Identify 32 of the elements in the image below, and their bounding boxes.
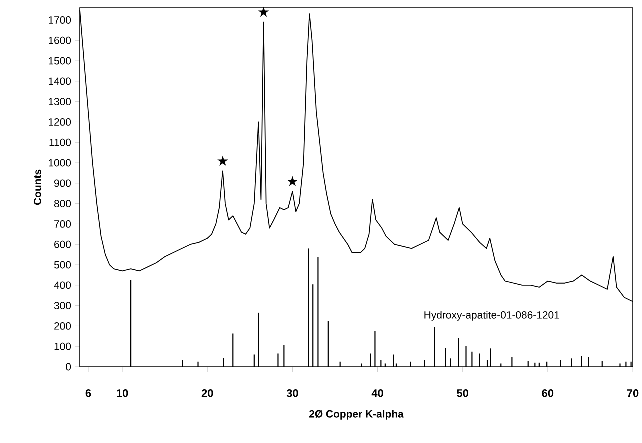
series-label: Hydroxy-apatite-01-086-1201 [424, 311, 560, 321]
y-tick-label: 300 [54, 302, 72, 310]
x-axis-title: 2Ø Copper K-alpha [309, 410, 404, 420]
annotation: ★ [287, 176, 298, 186]
x-tick-label: 50 [457, 390, 468, 398]
y-tick-label: 0 [66, 363, 72, 371]
x-tick-label: 6 [86, 390, 92, 398]
y-tick-label: 1200 [49, 118, 72, 126]
y-tick-label: 1600 [49, 36, 72, 44]
x-tick-label: 30 [286, 390, 298, 398]
y-tick-label: 800 [54, 200, 72, 208]
y-tick-label: 600 [54, 240, 72, 248]
x-tick-label: 60 [542, 390, 554, 398]
y-tick-label: 500 [54, 261, 72, 269]
y-tick-label: 200 [54, 322, 72, 330]
y-tick-label: 1300 [49, 98, 72, 106]
y-axis-title: Counts [34, 170, 42, 206]
y-tick-label: 1500 [49, 57, 72, 65]
y-tick-label: 700 [54, 220, 72, 228]
y-tick-label: 1100 [50, 138, 72, 146]
y-tick-label: 900 [54, 180, 72, 188]
annotation: ★ [218, 156, 228, 166]
x-tick-label: 40 [372, 390, 384, 398]
y-tick-label: 400 [54, 282, 72, 290]
y-tick-label: 1700 [49, 16, 72, 24]
y-tick-label: 1000 [49, 159, 72, 167]
x-tick-label: 20 [202, 390, 214, 398]
y-tick-label: 100 [54, 342, 72, 350]
x-tick-label: 10 [117, 390, 128, 398]
x-tick-label: 70 [627, 390, 639, 398]
y-tick-label: 1400 [49, 78, 72, 86]
annotation: ★ [258, 6, 270, 18]
